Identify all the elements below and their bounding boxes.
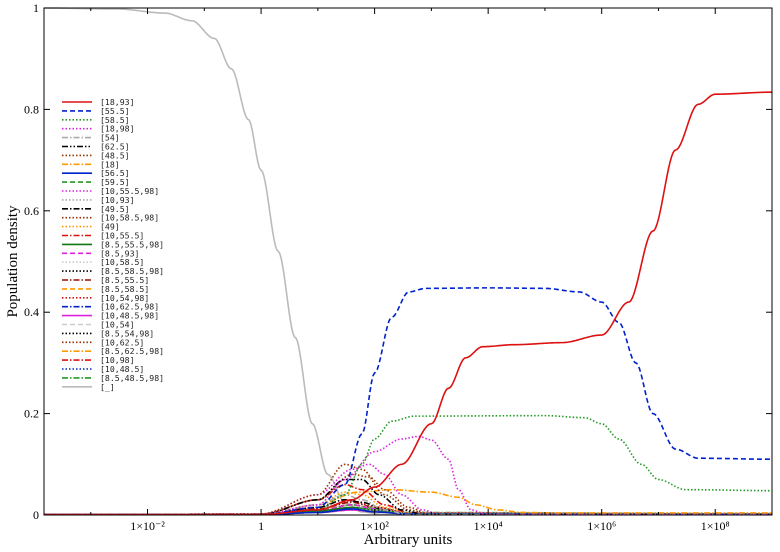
legend-label-10-62-5-98: [10,62.5,98] — [100, 302, 159, 312]
legend-label-blank: [_] — [100, 382, 115, 392]
x-tick-label: 1×10⁸ — [701, 519, 730, 533]
legend-label-10-98: [10,98] — [100, 355, 135, 365]
series-line-10-55-5-98 — [44, 463, 772, 516]
series-line-18 — [44, 488, 772, 516]
legend-label-8-5-54-98: [8.5,54,98] — [100, 328, 154, 338]
y-tick-label: 0.4 — [24, 305, 39, 319]
legend-label-18-93: [18,93] — [100, 97, 135, 107]
series-line-49 — [44, 491, 772, 516]
legend-label-10-55-5: [10,55.5] — [100, 231, 144, 241]
legend-label-8-5-55-5: [8.5,55.5] — [100, 275, 149, 285]
legend-label-10-62-5: [10,62.5] — [100, 337, 144, 347]
legend-label-18-98: [18,98] — [100, 124, 135, 134]
legend-label-10-48-5: [10,48.5] — [100, 364, 144, 374]
x-tick-label: 1×10⁴ — [474, 519, 503, 533]
x-tick-label: 1 — [258, 519, 264, 533]
y-tick-label: 0.6 — [24, 204, 39, 218]
legend-label-49: [49] — [100, 222, 120, 232]
legend-label-8-5-48-5-98: [8.5,48.5,98] — [100, 373, 164, 383]
series-line-10-55-5 — [44, 483, 772, 516]
x-tick-label: 1×10⁶ — [587, 519, 616, 533]
legend-label-10-54: [10,54] — [100, 320, 135, 330]
legend: [18,93][55.5][58.5][18,98][54][62.5][48.… — [62, 97, 164, 392]
legend-label-54: [54] — [100, 133, 120, 143]
legend-label-55-5: [55.5] — [100, 106, 130, 116]
legend-label-10-58-5: [10,58.5] — [100, 257, 144, 267]
legend-label-10-55-5-98: [10,55.5,98] — [100, 186, 159, 196]
legend-label-8-5-55-5-98: [8.5,55.5,98] — [100, 239, 164, 249]
legend-label-8-5-58-5: [8.5,58.5] — [100, 284, 149, 294]
y-tick-label: 0.2 — [24, 407, 39, 421]
y-tick-label: 1 — [33, 1, 39, 15]
legend-label-59-5: [59.5] — [100, 177, 130, 187]
x-tick-label: 1×10² — [360, 519, 389, 533]
y-axis-label: Population density — [5, 205, 21, 318]
y-tick-label: 0.8 — [24, 102, 39, 116]
series-layer — [44, 7, 773, 516]
legend-label-56-5: [56.5] — [100, 168, 130, 178]
legend-label-48-5: [48.5] — [100, 150, 130, 160]
legend-label-10-48-5-98: [10,48.5,98] — [100, 311, 159, 321]
legend-label-8-5-93: [8.5,93] — [100, 248, 139, 258]
legend-label-10-58-5-98: [10,58.5,98] — [100, 213, 159, 223]
y-tick-label: 0 — [33, 508, 39, 522]
legend-label-8-5-58-5-98: [8.5,58.5,98] — [100, 266, 164, 276]
plot-frame — [43, 7, 773, 516]
legend-label-62-5: [62.5] — [100, 142, 130, 152]
legend-label-10-93: [10,93] — [100, 195, 135, 205]
ticks-layer: 1×10⁻² 1 1×10² 1×10⁴ 1×10⁶ 1×10⁸ 0 0.2 0.4 0.6 0.8… — [24, 1, 772, 533]
legend-label-49-5: [49.5] — [100, 204, 130, 214]
series-line-48-5 — [44, 463, 772, 516]
series-line-18-98 — [44, 435, 772, 516]
legend-label-10-54-98: [10,54,98] — [100, 293, 149, 303]
x-axis-label: Arbitrary units — [364, 532, 453, 548]
legend-label-8-5-62-5-98: [8.5,62.5,98] — [100, 346, 164, 356]
legend-label-58-5: [58.5] — [100, 115, 130, 125]
legend-label-18: [18] — [100, 159, 120, 169]
series-line-blank — [44, 7, 772, 516]
x-tick-label: 1×10⁻² — [130, 519, 165, 533]
series-line-58-5 — [44, 414, 772, 516]
